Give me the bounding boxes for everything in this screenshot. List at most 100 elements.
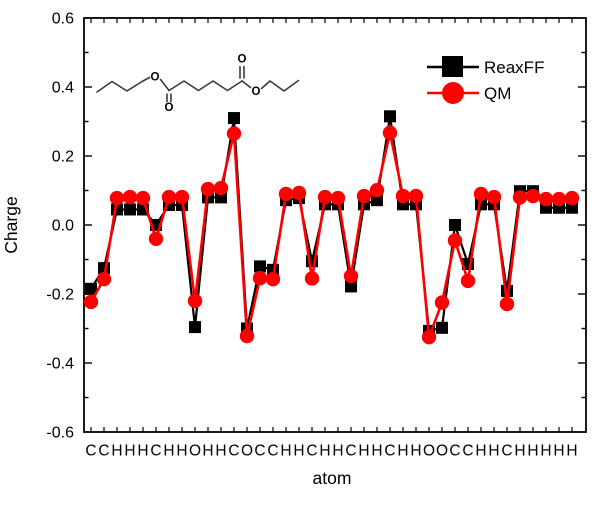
y-tick-label: -0.2 <box>46 287 74 304</box>
x-tick-label: O <box>241 443 253 460</box>
y-axis-title: Charge <box>1 196 21 253</box>
qm-point <box>213 180 229 196</box>
qm-point <box>265 271 281 287</box>
x-tick-label: H <box>332 443 343 460</box>
x-tick-label: H <box>410 443 421 460</box>
legend-qm-label: QM <box>484 84 511 103</box>
molecule-inset: O O O O <box>96 54 300 114</box>
x-tick-label: C <box>462 443 473 460</box>
qm-series <box>83 125 580 345</box>
x-tick-label: H <box>553 443 564 460</box>
qm-point <box>538 191 554 207</box>
qm-point <box>525 188 541 204</box>
x-tick-label: O <box>423 443 435 460</box>
x-tick-label: C <box>501 443 512 460</box>
x-tick-label: H <box>176 443 187 460</box>
molecule-carbonyl1-double-bond <box>166 93 172 103</box>
molecule-carbonyl-oxygen-label-1: O <box>165 102 174 114</box>
qm-point <box>304 271 320 286</box>
reaxff-point <box>449 219 461 231</box>
x-tick-label: C <box>254 443 265 460</box>
qm-point <box>486 189 502 205</box>
qm-point <box>200 181 216 197</box>
legend-circle-marker-icon <box>442 82 464 104</box>
reaxff-point <box>345 280 357 293</box>
x-tick-label: H <box>540 443 551 460</box>
y-axis-tick-labels: 0.6 0.4 0.2 0.0 -0.2 -0.4 -0.6 <box>46 11 74 442</box>
legend-reaxff-label: ReaxFF <box>484 58 544 77</box>
x-tick-label: C <box>345 443 356 460</box>
x-tick-label: C <box>228 443 239 460</box>
x-tick-label: C <box>449 443 460 460</box>
y-tick-label: 0.0 <box>52 218 74 235</box>
reaxff-point <box>566 201 578 214</box>
x-axis-ticks <box>90 18 573 432</box>
molecule-carbonyl2-double-bond <box>239 65 245 79</box>
qm-point <box>434 295 450 310</box>
qm-point <box>135 190 151 206</box>
reaxff-point <box>85 282 97 295</box>
qm-point <box>83 294 99 310</box>
qm-point <box>252 270 268 286</box>
x-tick-label: C <box>384 443 395 460</box>
qm-point <box>382 125 398 141</box>
qm-point <box>512 190 528 205</box>
x-tick-label: C <box>85 443 96 460</box>
qm-point <box>148 231 164 246</box>
x-tick-label: O <box>189 443 201 460</box>
molecule-carbonyl-oxygen-label-2: O <box>238 54 247 66</box>
reaxff-point <box>436 321 448 334</box>
qm-point <box>239 328 255 344</box>
reaxff-point <box>124 203 136 216</box>
y-tick-label: 0.2 <box>52 149 74 166</box>
qm-point <box>187 293 203 309</box>
x-tick-label: C <box>306 443 317 460</box>
molecule-bond-ester1 <box>159 78 170 92</box>
x-tick-label: H <box>527 443 538 460</box>
x-tick-label: H <box>137 443 148 460</box>
x-tick-label: H <box>215 443 226 460</box>
reaxff-point <box>189 321 201 334</box>
x-axis-title: atom <box>313 468 352 488</box>
molecule-bond-ester2 <box>241 80 252 89</box>
molecule-ester-oxygen-label-1: O <box>151 72 160 84</box>
reaxff-point <box>384 110 396 123</box>
x-tick-label: H <box>280 443 291 460</box>
reaxff-line <box>90 116 572 333</box>
qm-point <box>343 268 359 284</box>
qm-point <box>122 189 138 205</box>
qm-line <box>89 132 573 338</box>
y-tick-label: -0.4 <box>46 356 74 373</box>
reaxff-point <box>228 112 240 125</box>
qm-point <box>473 186 489 202</box>
qm-point <box>408 188 424 204</box>
x-tick-label: H <box>488 443 499 460</box>
x-tick-label: H <box>397 443 408 460</box>
qm-point <box>460 273 476 289</box>
qm-point <box>356 188 372 204</box>
qm-point <box>369 182 385 198</box>
qm-point <box>447 233 463 248</box>
legend: ReaxFF QM <box>427 56 544 104</box>
data-series <box>83 110 580 345</box>
qm-point <box>330 190 346 206</box>
qm-point <box>564 190 580 206</box>
qm-point <box>109 190 125 206</box>
x-tick-label: H <box>371 443 382 460</box>
molecule-bond-right-propyl <box>260 79 300 92</box>
x-tick-label: H <box>566 443 577 460</box>
y-tick-label: -0.6 <box>46 425 74 442</box>
qm-point <box>226 126 242 141</box>
qm-point <box>161 189 177 205</box>
x-tick-label: O <box>436 443 448 460</box>
y-tick-label: 0.4 <box>52 80 74 97</box>
x-tick-label: C <box>150 443 161 460</box>
x-tick-label: H <box>358 443 369 460</box>
molecule-bond-left-propyl <box>96 76 151 93</box>
x-tick-label: H <box>202 443 213 460</box>
molecule-bond-chain <box>168 80 243 92</box>
qm-point <box>421 329 437 345</box>
